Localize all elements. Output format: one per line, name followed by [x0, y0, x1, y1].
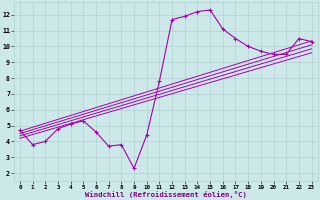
X-axis label: Windchill (Refroidissement éolien,°C): Windchill (Refroidissement éolien,°C)	[85, 191, 247, 198]
